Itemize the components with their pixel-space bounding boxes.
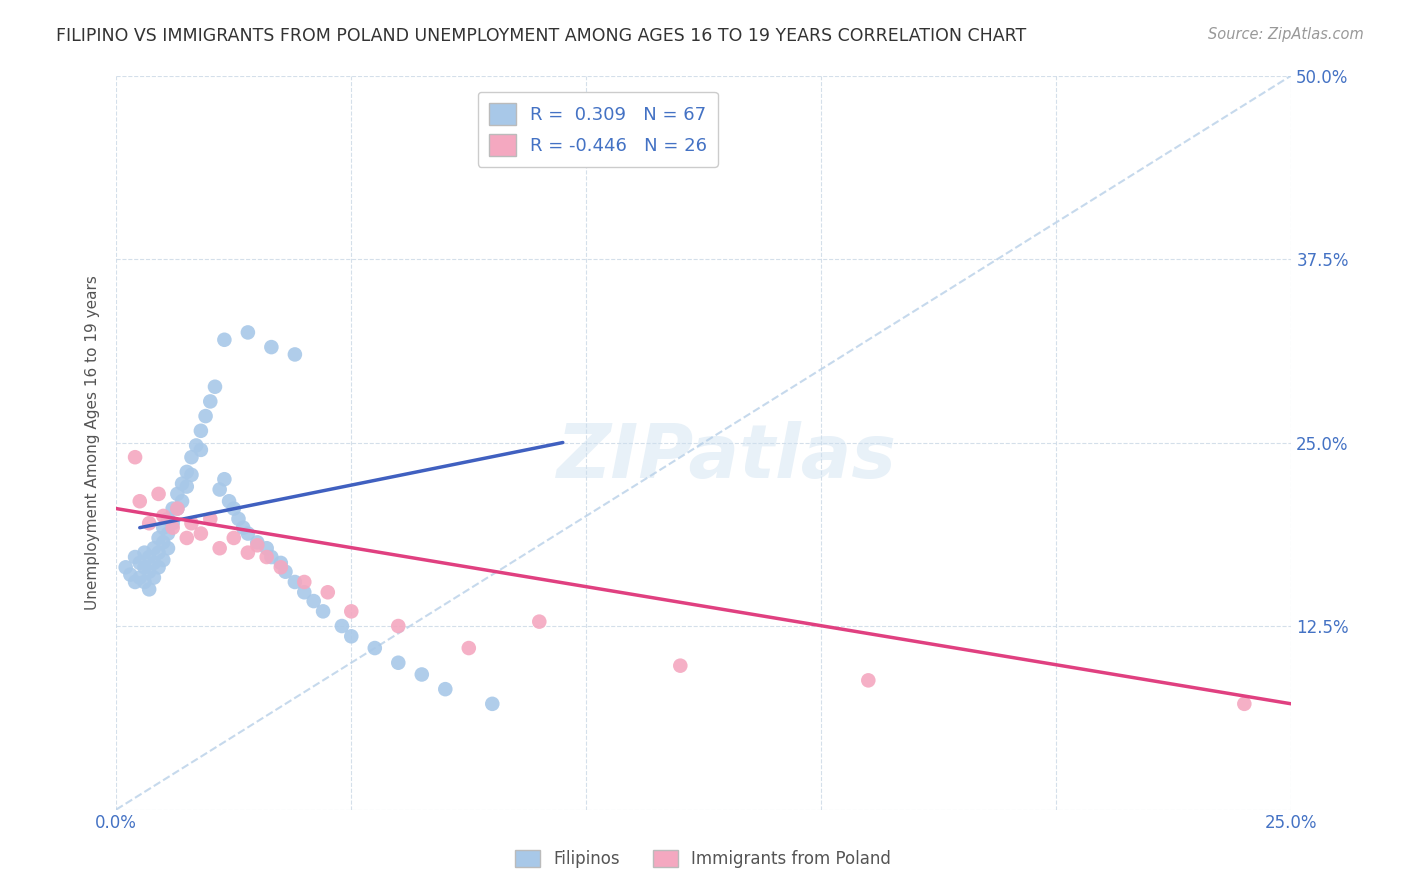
Point — [236, 326, 259, 340]
Point — [134, 546, 156, 560]
Point — [156, 512, 179, 526]
Point — [481, 697, 503, 711]
Legend: R =  0.309   N = 67, R = -0.446   N = 26: R = 0.309 N = 67, R = -0.446 N = 26 — [478, 92, 718, 167]
Point — [284, 347, 307, 361]
Point — [180, 467, 202, 482]
Point — [128, 494, 150, 508]
Point — [176, 531, 198, 545]
Point — [152, 508, 174, 523]
Point — [190, 424, 212, 438]
Point — [152, 535, 174, 549]
Point — [124, 450, 146, 465]
Point — [176, 465, 198, 479]
Point — [128, 571, 150, 585]
Point — [228, 512, 250, 526]
Point — [156, 541, 179, 556]
Point — [180, 450, 202, 465]
Point — [434, 682, 457, 697]
Point — [166, 501, 188, 516]
Point — [148, 546, 170, 560]
Point — [340, 629, 363, 643]
Point — [284, 574, 307, 589]
Point — [222, 501, 245, 516]
Point — [236, 546, 259, 560]
Point — [204, 380, 226, 394]
Point — [218, 494, 240, 508]
Point — [134, 574, 156, 589]
Point — [364, 641, 387, 656]
Point — [148, 487, 170, 501]
Point — [1233, 697, 1256, 711]
Point — [411, 667, 433, 681]
Point — [858, 673, 880, 688]
Point — [669, 658, 692, 673]
Point — [190, 442, 212, 457]
Point — [274, 565, 297, 579]
Point — [166, 487, 188, 501]
Point — [208, 541, 231, 556]
Point — [256, 549, 278, 564]
Y-axis label: Unemployment Among Ages 16 to 19 years: Unemployment Among Ages 16 to 19 years — [86, 275, 100, 610]
Point — [142, 541, 165, 556]
Point — [114, 560, 136, 574]
Point — [156, 526, 179, 541]
Point — [142, 571, 165, 585]
Point — [387, 656, 409, 670]
Point — [142, 556, 165, 570]
Point — [457, 641, 479, 656]
Point — [124, 574, 146, 589]
Point — [270, 560, 292, 574]
Text: Source: ZipAtlas.com: Source: ZipAtlas.com — [1208, 27, 1364, 42]
Point — [148, 560, 170, 574]
Point — [232, 521, 254, 535]
Point — [186, 438, 208, 452]
Point — [236, 526, 259, 541]
Text: FILIPINO VS IMMIGRANTS FROM POLAND UNEMPLOYMENT AMONG AGES 16 TO 19 YEARS CORREL: FILIPINO VS IMMIGRANTS FROM POLAND UNEMP… — [56, 27, 1026, 45]
Legend: Filipinos, Immigrants from Poland: Filipinos, Immigrants from Poland — [508, 843, 898, 875]
Point — [120, 567, 142, 582]
Point — [170, 494, 193, 508]
Point — [260, 549, 283, 564]
Point — [190, 526, 212, 541]
Point — [176, 479, 198, 493]
Point — [138, 565, 160, 579]
Point — [162, 516, 184, 531]
Point — [162, 521, 184, 535]
Point — [270, 556, 292, 570]
Point — [246, 538, 269, 552]
Point — [166, 501, 188, 516]
Point — [138, 582, 160, 597]
Point — [246, 535, 269, 549]
Point — [256, 541, 278, 556]
Point — [180, 516, 202, 531]
Point — [330, 619, 353, 633]
Point — [292, 585, 315, 599]
Point — [128, 556, 150, 570]
Point — [222, 531, 245, 545]
Point — [292, 574, 315, 589]
Text: ZIPatlas: ZIPatlas — [557, 421, 897, 493]
Point — [194, 409, 217, 423]
Point — [170, 476, 193, 491]
Point — [152, 521, 174, 535]
Point — [260, 340, 283, 354]
Point — [148, 531, 170, 545]
Point — [124, 549, 146, 564]
Point — [387, 619, 409, 633]
Point — [138, 549, 160, 564]
Point — [200, 512, 222, 526]
Point — [312, 604, 335, 618]
Point — [529, 615, 551, 629]
Point — [214, 333, 236, 347]
Point — [316, 585, 339, 599]
Point — [200, 394, 222, 409]
Point — [162, 501, 184, 516]
Point — [208, 483, 231, 497]
Point — [214, 472, 236, 486]
Point — [340, 604, 363, 618]
Point — [152, 553, 174, 567]
Point — [134, 560, 156, 574]
Point — [138, 516, 160, 531]
Point — [302, 594, 325, 608]
